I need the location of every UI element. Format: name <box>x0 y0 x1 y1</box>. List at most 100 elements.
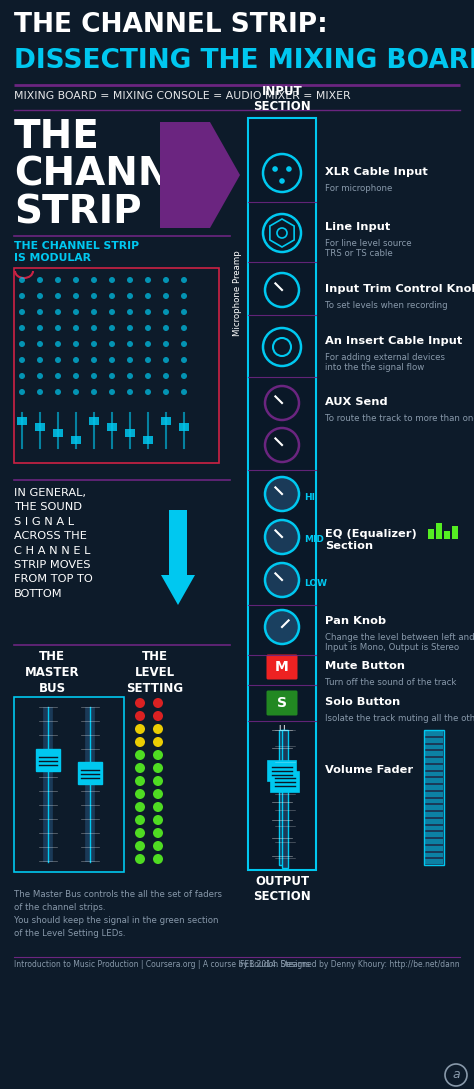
Circle shape <box>153 815 163 825</box>
Circle shape <box>145 325 151 331</box>
Circle shape <box>55 341 61 347</box>
Circle shape <box>153 790 163 799</box>
Bar <box>425 751 443 756</box>
Polygon shape <box>160 122 240 228</box>
Text: a: a <box>452 1068 460 1081</box>
Text: STRIP: STRIP <box>14 193 142 231</box>
FancyBboxPatch shape <box>266 654 298 680</box>
Circle shape <box>153 763 163 773</box>
Text: Input is Mono, Output is Stereo: Input is Mono, Output is Stereo <box>325 643 459 651</box>
Text: THE
LEVEL
SETTING: THE LEVEL SETTING <box>127 650 183 695</box>
Bar <box>425 745 443 749</box>
Circle shape <box>163 389 169 395</box>
Circle shape <box>145 389 151 395</box>
Circle shape <box>55 277 61 283</box>
Circle shape <box>163 309 169 315</box>
Text: Input Trim Control Knob: Input Trim Control Knob <box>325 284 474 294</box>
Text: THE
MASTER
BUS: THE MASTER BUS <box>25 650 79 695</box>
Circle shape <box>145 341 151 347</box>
Text: IN GENERAL,
THE SOUND
S I G N A L
ACROSS THE
C H A N N E L
STRIP MOVES
FROM TOP : IN GENERAL, THE SOUND S I G N A L ACROSS… <box>14 488 93 599</box>
Circle shape <box>163 357 169 363</box>
Text: Mute Button: Mute Button <box>325 661 405 671</box>
Circle shape <box>263 328 301 366</box>
Circle shape <box>37 341 43 347</box>
Circle shape <box>272 167 278 172</box>
Circle shape <box>286 167 292 172</box>
Bar <box>452 526 458 539</box>
Text: MID: MID <box>304 536 324 544</box>
Bar <box>71 436 81 443</box>
Text: FEB 2014. Designed by Denny Khoury: http://be.net/dann: FEB 2014. Designed by Denny Khoury: http… <box>240 960 460 969</box>
Text: U: U <box>279 725 285 734</box>
Circle shape <box>153 841 163 851</box>
Text: Isolate the track muting all the others: Isolate the track muting all the others <box>325 714 474 723</box>
Circle shape <box>153 737 163 747</box>
Bar <box>425 737 443 743</box>
Circle shape <box>19 293 25 299</box>
Circle shape <box>37 325 43 331</box>
Bar <box>279 730 285 865</box>
Circle shape <box>135 711 145 721</box>
Circle shape <box>265 563 299 597</box>
Text: into the the signal flow: into the the signal flow <box>325 363 424 371</box>
Circle shape <box>73 277 79 283</box>
Circle shape <box>145 374 151 379</box>
Text: INPUT
SECTION: INPUT SECTION <box>253 85 311 113</box>
Circle shape <box>19 341 25 347</box>
Circle shape <box>55 293 61 299</box>
Circle shape <box>91 341 97 347</box>
Text: Microphone Preamp: Microphone Preamp <box>234 250 243 335</box>
Circle shape <box>135 776 145 786</box>
Bar <box>425 859 443 864</box>
Circle shape <box>127 357 133 363</box>
Circle shape <box>73 341 79 347</box>
Circle shape <box>73 325 79 331</box>
Circle shape <box>263 215 301 252</box>
Circle shape <box>153 698 163 708</box>
Circle shape <box>127 325 133 331</box>
Bar <box>444 531 450 539</box>
Text: OUTPUT
SECTION: OUTPUT SECTION <box>253 874 311 903</box>
Text: An Insert Cable Input: An Insert Cable Input <box>325 337 462 346</box>
Bar <box>425 764 443 770</box>
FancyBboxPatch shape <box>268 760 296 781</box>
Circle shape <box>265 273 299 307</box>
Circle shape <box>135 790 145 799</box>
Circle shape <box>91 293 97 299</box>
Bar <box>428 529 434 539</box>
Circle shape <box>127 277 133 283</box>
Circle shape <box>73 374 79 379</box>
Circle shape <box>109 277 115 283</box>
Circle shape <box>37 293 43 299</box>
Circle shape <box>145 309 151 315</box>
Circle shape <box>145 277 151 283</box>
Text: Turn off the sound of the track: Turn off the sound of the track <box>325 678 456 687</box>
Bar <box>425 825 443 830</box>
Circle shape <box>181 293 187 299</box>
Circle shape <box>153 711 163 721</box>
Circle shape <box>91 389 97 395</box>
Bar <box>425 798 443 804</box>
Bar <box>425 812 443 817</box>
Bar <box>425 779 443 783</box>
Bar <box>425 819 443 823</box>
Text: Introduction to Music Production | Coursera.org | A course by Loudon Stearns: Introduction to Music Production | Cours… <box>14 960 310 969</box>
Text: THE CHANNEL STRIP:: THE CHANNEL STRIP: <box>14 12 328 38</box>
Bar <box>143 436 153 443</box>
Circle shape <box>181 374 187 379</box>
Bar <box>282 730 288 868</box>
Bar <box>53 429 63 438</box>
Circle shape <box>163 293 169 299</box>
Bar <box>161 417 171 425</box>
Text: DISSECTING THE MIXING BOARD: DISSECTING THE MIXING BOARD <box>14 48 474 74</box>
Circle shape <box>181 341 187 347</box>
Circle shape <box>109 389 115 395</box>
Bar <box>248 118 316 870</box>
Bar <box>14 697 124 872</box>
Bar <box>35 423 45 431</box>
FancyArrow shape <box>161 510 195 605</box>
Circle shape <box>37 374 43 379</box>
Text: For adding external devices: For adding external devices <box>325 353 445 362</box>
Circle shape <box>153 750 163 760</box>
Circle shape <box>181 325 187 331</box>
